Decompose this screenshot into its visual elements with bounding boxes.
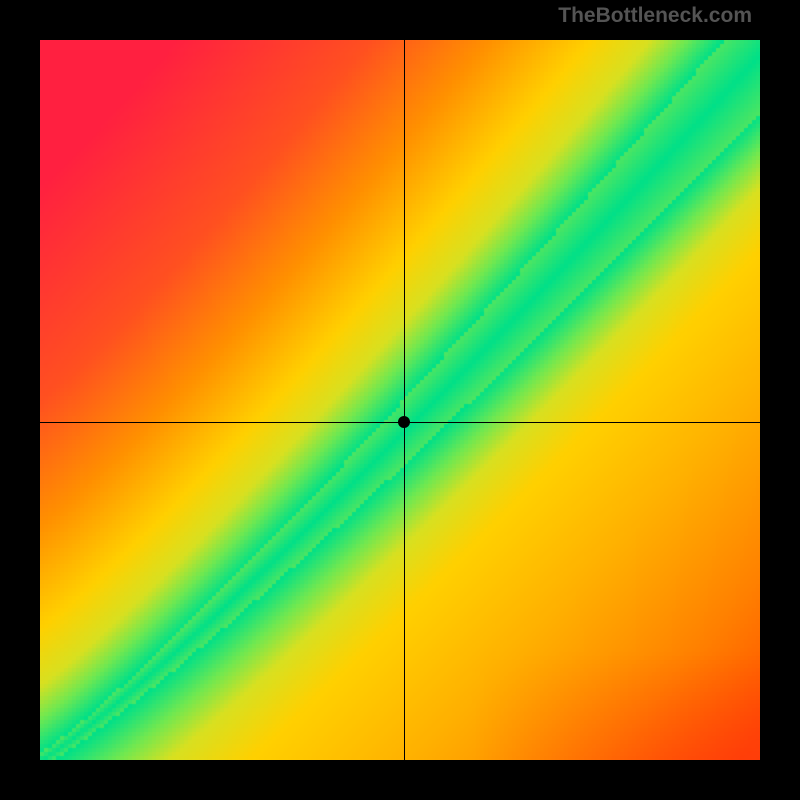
plot-area <box>40 40 760 760</box>
heatmap-canvas <box>40 40 760 760</box>
watermark-text: TheBottleneck.com <box>558 4 752 28</box>
crosshair-vertical <box>404 40 405 760</box>
chart-container: TheBottleneck.com <box>0 0 800 800</box>
intersection-marker <box>398 416 410 428</box>
